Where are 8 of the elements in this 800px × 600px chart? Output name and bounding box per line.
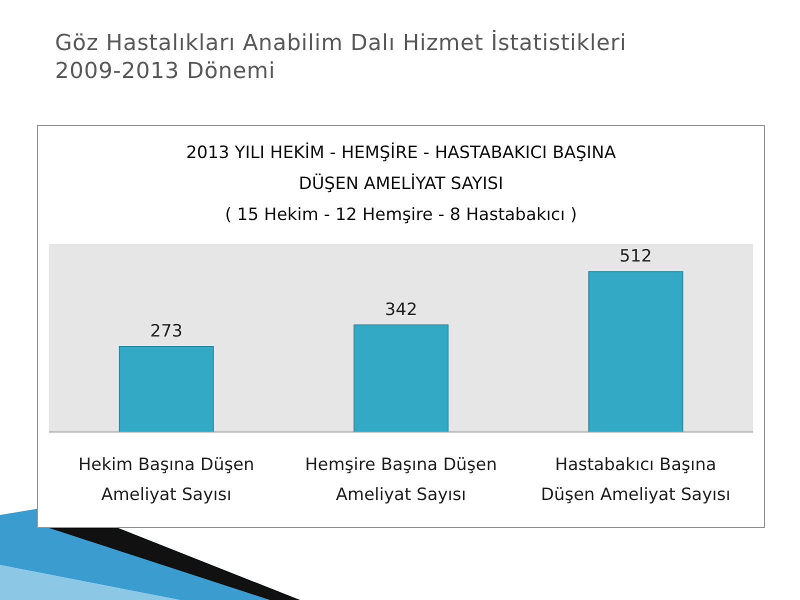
data-label: 342 — [384, 300, 418, 320]
data-label: 273 — [150, 321, 183, 342]
x-tick-label: Hemşire Başına Düşen Ameliyat Sayısı — [304, 455, 498, 505]
x-tick-label: Hastabakıcı Başına Düşen Ameliyat Sayısı — [540, 455, 730, 505]
chart-title: Göz Hastalıkları Anabilim Dalı Hizmet İstatistikleri 2009-2013 Dönemi — [55, 30, 627, 86]
chart-subtitle: 2013 YILI HEKİM - HEMŞİRE - HASTABAKICI BAŞINA DÜŞEN AMELİYAT SAYISI ( 15 Hekim - 12 Hemşire - 8 Hastabakıcı ) — [185, 142, 617, 227]
data-label: 512 — [620, 246, 652, 267]
x-tick-label: Hekim Başına Düşen Ameliyat Sayısı — [78, 455, 254, 505]
